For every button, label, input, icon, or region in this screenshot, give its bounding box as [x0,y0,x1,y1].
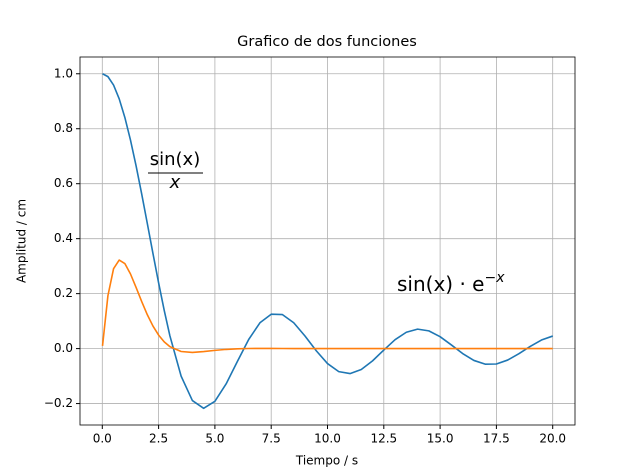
line-series [101,259,553,354]
x-tick-label: 0.0 [93,432,112,446]
annotation: sin(x) · e−x [397,270,505,296]
y-tick-label: 0.8 [54,121,73,135]
x-tick-label: 5.0 [205,432,224,446]
x-tick-label: 7.5 [262,432,281,446]
y-tick-label: 0.2 [54,286,73,300]
x-tick-label: 15.0 [427,432,454,446]
annotation-denominator: x [169,172,181,193]
y-axis-label: Amplitud / cm [15,199,29,283]
x-tick-label: 17.5 [483,432,510,446]
annotation-superscript: −x [484,270,505,286]
chart-title: Grafico de dos funciones [237,34,417,50]
x-tick-label: 2.5 [149,432,168,446]
y-tick-label: 0.4 [54,231,73,245]
y-tick-label: −0.2 [44,396,73,410]
line-series [102,73,553,410]
x-tick-label: 20.0 [539,432,566,446]
y-tick-label: 1.0 [54,66,73,80]
annotation-numerator: sin(x) [150,149,200,170]
plot-frame [79,56,576,426]
x-axis-label: Tiempo / s [295,454,358,468]
x-tick-label: 12.5 [370,432,397,446]
y-tick-label: 0.6 [54,176,73,190]
x-tick-label: 10.0 [314,432,341,446]
annotation-text: sin(x) · e [397,272,484,296]
y-tick-label: 0.0 [54,341,73,355]
